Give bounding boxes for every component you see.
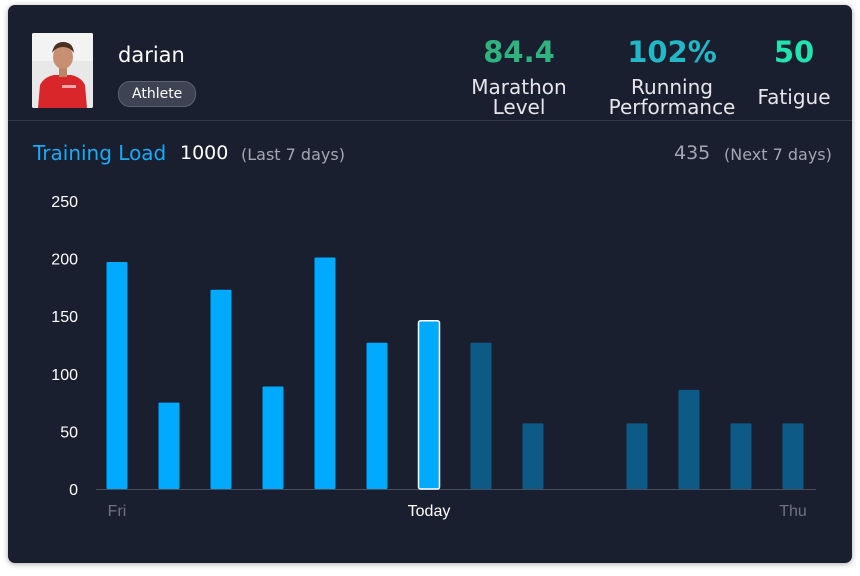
bar-today[interactable] [417, 320, 441, 490]
marathon-level-label-line2: Level [492, 95, 546, 119]
running-performance-label-line1: Running [631, 75, 713, 99]
bar-planned[interactable] [522, 423, 544, 489]
bar-planned[interactable] [626, 423, 648, 489]
header-divider [8, 120, 852, 121]
x-tick-label: Today [408, 503, 451, 520]
training-load-next-value: 435 [674, 142, 711, 164]
training-load-last-value: 1000 [180, 142, 229, 164]
athlete-avatar[interactable] [32, 33, 93, 108]
training-load-next-period: (Next 7 days) [724, 145, 832, 164]
x-tick-label: Fri [108, 503, 127, 520]
y-tick-label: 0 [69, 482, 78, 499]
running-performance-metric[interactable]: 102% Running Performance [605, 35, 739, 117]
bar-planned[interactable] [678, 389, 700, 489]
running-performance-label-line2: Performance [608, 95, 736, 119]
bar-planned[interactable] [470, 342, 492, 489]
bar-past[interactable] [106, 262, 128, 489]
bar-past[interactable] [314, 257, 336, 489]
marathon-level-metric[interactable]: 84.4 Marathon Level [461, 35, 577, 117]
y-tick-label: 150 [51, 309, 78, 326]
x-tick-label: Thu [779, 503, 807, 520]
bar-past[interactable] [366, 342, 388, 489]
bar-past[interactable] [262, 386, 284, 489]
fatigue-value: 50 [773, 35, 815, 69]
marathon-level-label-line1: Marathon [471, 75, 567, 99]
training-card: darian Athlete 84.4 Marathon Level 102% … [8, 5, 852, 563]
marathon-level-value: 84.4 [483, 35, 555, 69]
y-tick-label: 250 [51, 194, 78, 211]
athlete-name: darian [118, 43, 185, 67]
fatigue-metric[interactable]: 50 Fatigue [752, 35, 836, 107]
bar-planned[interactable] [782, 423, 804, 489]
running-performance-value: 102% [627, 35, 717, 69]
y-tick-label: 100 [51, 367, 78, 384]
y-tick-label: 200 [51, 252, 78, 269]
training-load-chart: 0 50 100 150 200 250 Fri Today Thu [51, 194, 816, 520]
bar-past[interactable] [210, 289, 232, 489]
training-load-last-period: (Last 7 days) [241, 145, 345, 164]
y-tick-label: 50 [60, 424, 78, 441]
bar-planned[interactable] [730, 423, 752, 489]
fatigue-label: Fatigue [757, 85, 831, 109]
athlete-avatar-photo [32, 33, 93, 108]
training-load-title: Training Load [33, 141, 167, 165]
role-badge[interactable]: Athlete [118, 81, 197, 107]
bar-past[interactable] [158, 402, 180, 489]
